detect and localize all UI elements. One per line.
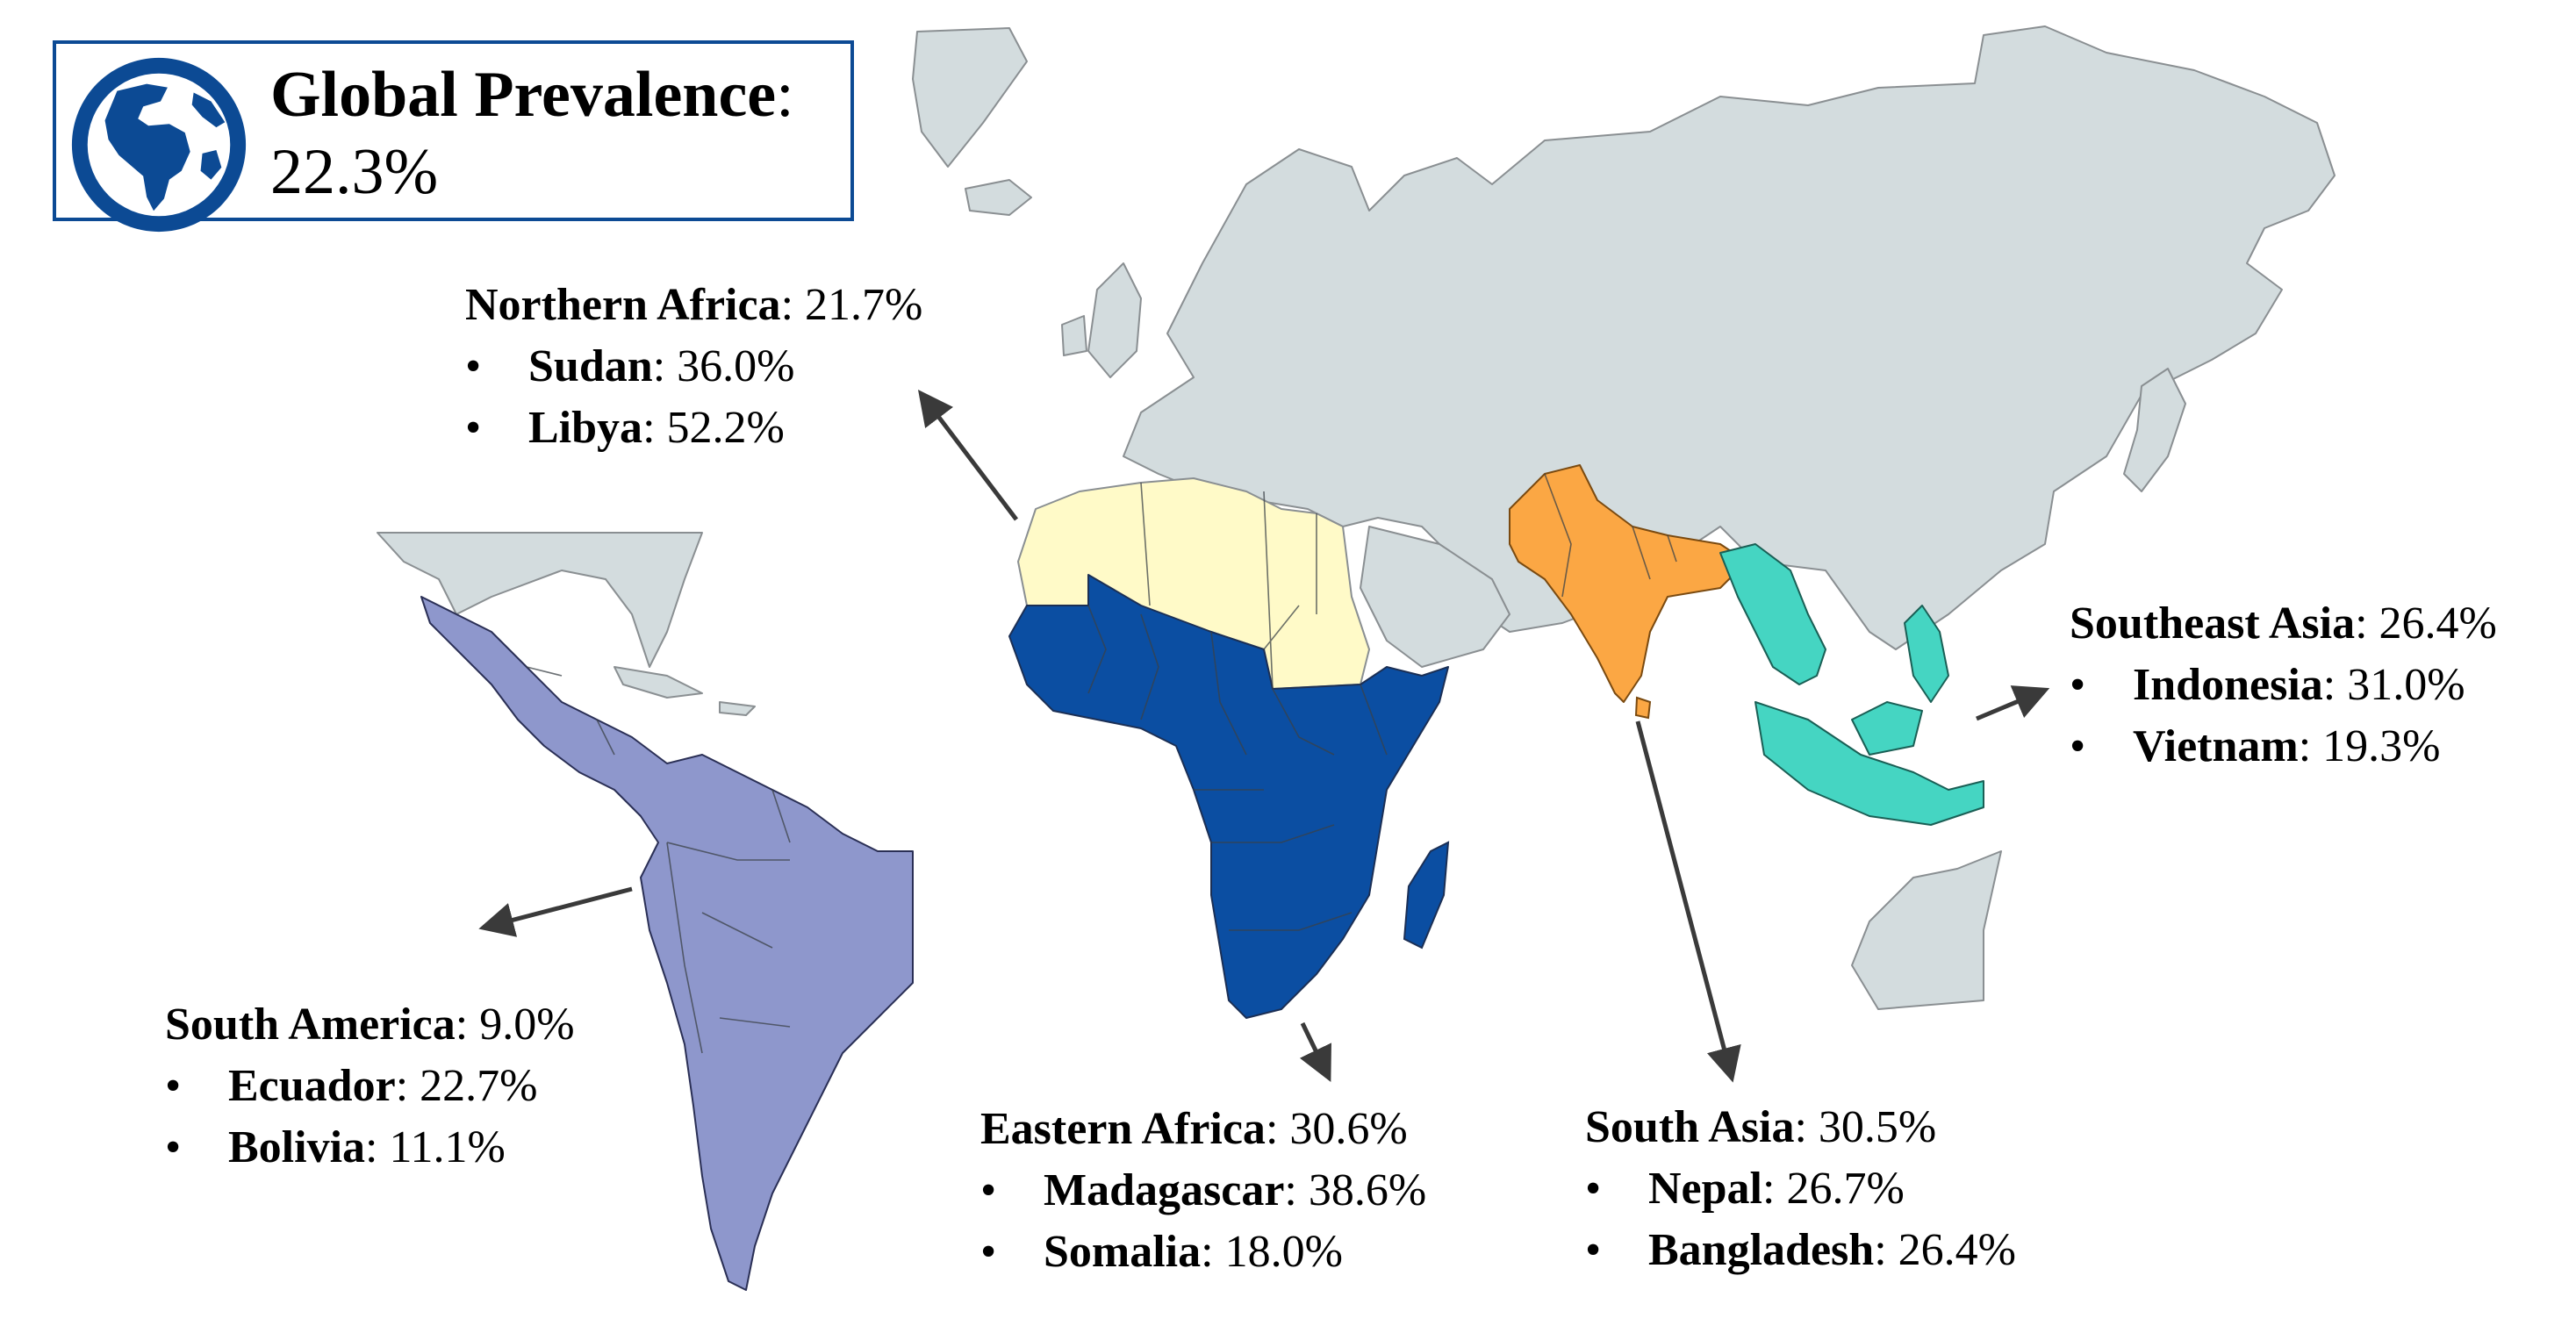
country-item: Nepal: 26.7% bbox=[1585, 1158, 2016, 1220]
country-name: Nepal bbox=[1648, 1164, 1762, 1214]
arrow-southeast-asia bbox=[1976, 685, 2050, 721]
region-value: 9.0% bbox=[479, 1000, 575, 1050]
country-value: 36.0% bbox=[677, 341, 795, 391]
country-name: Sudan bbox=[528, 341, 653, 391]
country-item: Bolivia: 11.1% bbox=[165, 1117, 575, 1179]
country-item: Vietnam: 19.3% bbox=[2070, 716, 2497, 778]
region-name: South America bbox=[165, 1000, 456, 1050]
region-value: 30.5% bbox=[1818, 1102, 1937, 1152]
region-sri-lanka bbox=[1634, 696, 1652, 720]
country-name: Bolivia bbox=[228, 1122, 366, 1172]
country-value: 22.7% bbox=[420, 1061, 538, 1111]
region-madagascar bbox=[1403, 841, 1450, 950]
region-label-south-america: South America: 9.0% Ecuador: 22.7% Boliv… bbox=[165, 994, 575, 1179]
region-label-northern-africa: Northern Africa: 21.7% Sudan: 36.0% Liby… bbox=[465, 275, 922, 459]
country-item: Somalia: 18.0% bbox=[980, 1222, 1426, 1283]
globe-icon bbox=[71, 57, 247, 233]
arrow-eastern-africa bbox=[1299, 1021, 1331, 1083]
country-name: Bangladesh bbox=[1648, 1225, 1875, 1275]
landmass-north-america bbox=[377, 532, 703, 668]
country-name: Ecuador bbox=[228, 1061, 396, 1111]
country-name: Indonesia bbox=[2133, 660, 2323, 710]
arrow-south-asia bbox=[1635, 720, 1741, 1083]
country-value: 11.1% bbox=[389, 1122, 506, 1172]
south-asia-borders bbox=[1544, 473, 1677, 598]
region-eastern-africa bbox=[1008, 574, 1449, 1019]
country-item: Libya: 52.2% bbox=[465, 398, 922, 459]
country-item: Bangladesh: 26.4% bbox=[1585, 1220, 2016, 1281]
region-southeast-asia bbox=[1719, 543, 1984, 826]
region-name: Eastern Africa bbox=[980, 1104, 1266, 1154]
region-name: South Asia bbox=[1585, 1102, 1795, 1152]
country-value: 19.3% bbox=[2322, 721, 2441, 771]
landmass-british-isles bbox=[1061, 262, 1142, 378]
landmass-iceland bbox=[965, 179, 1032, 216]
arrow-northern-africa bbox=[917, 390, 1018, 521]
south-america-borders bbox=[526, 666, 791, 1054]
country-name: Vietnam bbox=[2133, 721, 2299, 771]
country-item: Sudan: 36.0% bbox=[465, 336, 922, 398]
country-value: 52.2% bbox=[666, 403, 785, 453]
landmass-caribbean bbox=[614, 666, 756, 716]
region-name: Northern Africa bbox=[465, 280, 781, 330]
country-name: Madagascar bbox=[1044, 1165, 1285, 1215]
region-value: 30.6% bbox=[1289, 1104, 1408, 1154]
global-prevalence-box: Global Prevalence: 22.3% bbox=[53, 40, 854, 233]
region-value: 26.4% bbox=[2379, 598, 2497, 649]
region-south-asia bbox=[1509, 464, 1747, 703]
africa-borders bbox=[1087, 482, 1388, 931]
country-value: 26.7% bbox=[1786, 1164, 1905, 1214]
global-prevalence-value: 22.3% bbox=[270, 136, 439, 208]
country-item: Indonesia: 31.0% bbox=[2070, 655, 2497, 716]
landmass-greenland bbox=[912, 27, 1028, 168]
landmass-australia bbox=[1851, 850, 2002, 1010]
region-label-southeast-asia: Southeast Asia: 26.4% Indonesia: 31.0% V… bbox=[2070, 593, 2497, 778]
region-value: 21.7% bbox=[805, 280, 923, 330]
region-name: Southeast Asia bbox=[2070, 598, 2356, 649]
country-value: 26.4% bbox=[1898, 1225, 2016, 1275]
country-name: Libya bbox=[528, 403, 643, 453]
landmass-japan bbox=[2123, 368, 2186, 492]
country-value: 18.0% bbox=[1224, 1227, 1343, 1277]
region-label-south-asia: South Asia: 30.5% Nepal: 26.7% Banglades… bbox=[1585, 1097, 2016, 1281]
country-item: Madagascar: 38.6% bbox=[980, 1160, 1426, 1222]
landmass-arabia bbox=[1360, 526, 1510, 668]
global-prevalence-title: Global Prevalence: bbox=[270, 59, 794, 131]
country-value: 31.0% bbox=[2347, 660, 2465, 710]
country-name: Somalia bbox=[1044, 1227, 1202, 1277]
arrow-south-america bbox=[478, 886, 633, 937]
region-south-america bbox=[420, 596, 914, 1291]
country-value: 38.6% bbox=[1308, 1165, 1427, 1215]
region-label-eastern-africa: Eastern Africa: 30.6% Madagascar: 38.6% … bbox=[980, 1099, 1426, 1283]
country-item: Ecuador: 22.7% bbox=[165, 1056, 575, 1117]
